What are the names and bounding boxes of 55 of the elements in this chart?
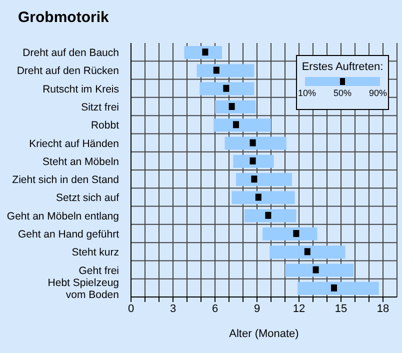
x-tick-label: 9 xyxy=(254,302,260,315)
annotation: 50% xyxy=(333,88,352,98)
x-tick-label: 18 xyxy=(376,302,390,315)
legend-title: Erstes Auftreten: xyxy=(300,61,384,73)
y-tick-label: Hebt Spielzeug vom Boden xyxy=(48,276,120,301)
y-tick-label: Zieht sich in den Stand xyxy=(12,174,120,186)
point xyxy=(312,266,319,274)
y-tick-label: Robbt xyxy=(90,120,120,132)
y-tick-label: Sitzt frei xyxy=(81,102,119,114)
y-tick-label: Steht an Möbeln xyxy=(42,156,120,168)
point xyxy=(304,248,310,256)
x-tick-label: 0 xyxy=(128,302,134,315)
point xyxy=(233,121,239,128)
point xyxy=(250,139,256,146)
y-tick-label: Dreht auf den Rücken xyxy=(16,65,120,78)
point xyxy=(223,84,230,92)
bar xyxy=(233,154,274,168)
point xyxy=(265,212,272,219)
y-tick-label: Geht frei xyxy=(78,264,119,277)
bar xyxy=(196,64,254,78)
point xyxy=(293,230,300,237)
point xyxy=(228,103,235,110)
bar xyxy=(215,100,256,114)
y-tick-label: Dreht auf den Bauch xyxy=(22,47,120,60)
point xyxy=(202,48,208,56)
bar xyxy=(200,82,254,96)
bar xyxy=(262,227,318,240)
y-tick-label: Steht kurz xyxy=(72,246,119,259)
point xyxy=(213,66,220,74)
x-tick-label: 12 xyxy=(292,302,306,315)
point xyxy=(255,194,262,201)
y-tick-label: Kriecht auf Händen xyxy=(29,138,120,150)
point xyxy=(331,284,337,292)
chart-title: Grobmotorik xyxy=(18,9,109,26)
bar xyxy=(224,136,286,150)
bar xyxy=(298,282,379,295)
y-tick-label: Geht an Möbeln entlang xyxy=(6,210,120,222)
bar xyxy=(214,118,271,132)
y-tick-label: Rutscht im Kreis xyxy=(42,83,119,96)
bar xyxy=(285,264,354,277)
bar xyxy=(236,173,292,186)
y-tick-label: Setzt sich auf xyxy=(56,192,120,204)
bar xyxy=(232,191,295,204)
bar xyxy=(184,46,222,59)
x-axis-title: Alter (Monate) xyxy=(229,328,299,340)
point xyxy=(251,176,258,183)
point xyxy=(250,157,256,164)
annotation: 90% xyxy=(368,88,387,98)
annotation: 10% xyxy=(298,88,316,98)
bar xyxy=(244,209,296,222)
y-tick-label: Geht an Hand geführt xyxy=(18,228,120,240)
x-tick-label: 6 xyxy=(212,302,218,315)
bar xyxy=(270,246,346,259)
x-tick-label: 15 xyxy=(334,302,348,315)
x-tick-label: 3 xyxy=(170,302,176,315)
